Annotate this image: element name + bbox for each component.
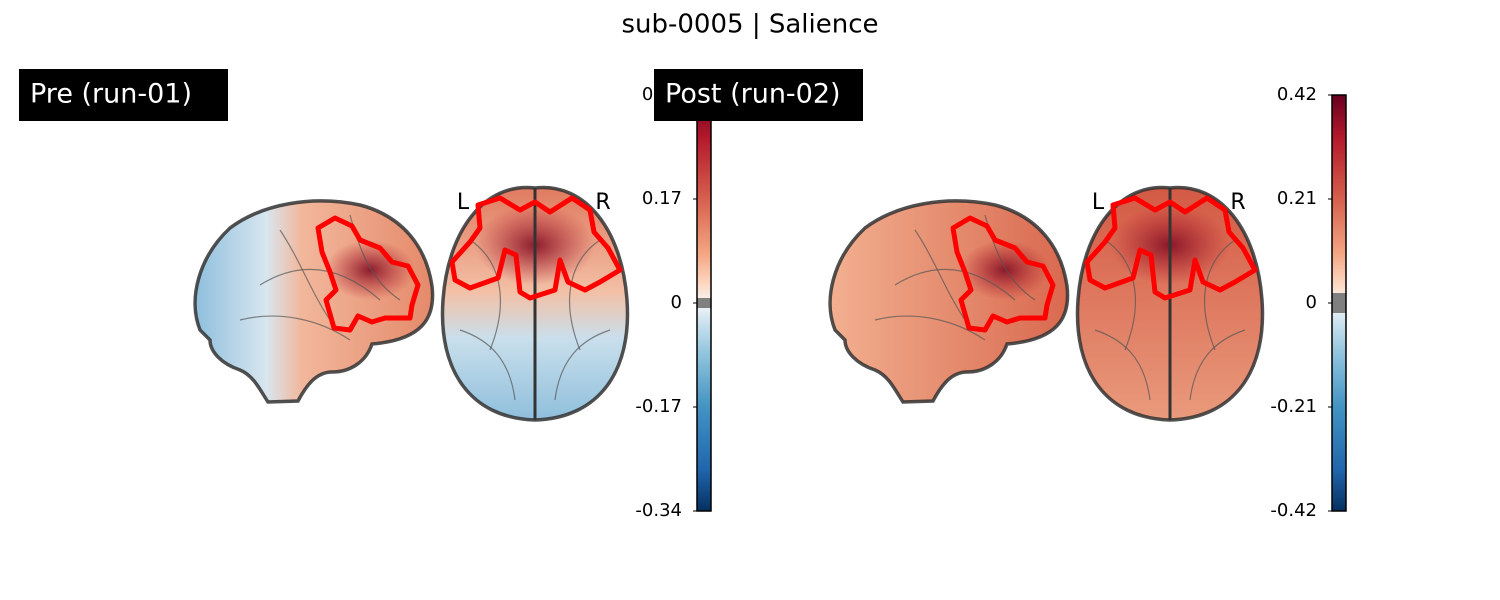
sulcus bbox=[1189, 329, 1246, 401]
colorbar-tick-label: 0.21 bbox=[1277, 188, 1317, 209]
colorbar-tick-label: 0 bbox=[1306, 292, 1317, 313]
sulcus bbox=[259, 268, 381, 301]
panel: Post (run-02) L R 0.42 0.21 0 -0.21 -0.42 bbox=[654, 69, 1347, 521]
sagittal-brain bbox=[828, 199, 1070, 404]
sulcus bbox=[459, 329, 516, 401]
sulcus bbox=[554, 329, 611, 401]
colorbar-tick-label: -0.34 bbox=[635, 500, 682, 521]
threshold-band bbox=[1332, 293, 1346, 313]
sulcus bbox=[1104, 239, 1136, 351]
roi-outline bbox=[315, 215, 421, 333]
hotspot bbox=[325, 240, 415, 300]
panel-label-box bbox=[654, 69, 863, 121]
colorbar-tick-label: 0.42 bbox=[1277, 84, 1317, 105]
orientation-label: L bbox=[1092, 190, 1105, 215]
panel-label: Post (run-02) bbox=[665, 79, 841, 110]
panel-label: Pre (run-01) bbox=[30, 79, 192, 110]
sulcus bbox=[469, 239, 501, 351]
colorbar-tick-label: 0 bbox=[671, 292, 682, 313]
sulcus bbox=[1094, 329, 1151, 401]
roi-outline bbox=[950, 215, 1056, 333]
colorbar-tick-label: 0.17 bbox=[642, 188, 682, 209]
threshold-band bbox=[697, 298, 711, 308]
sulcus bbox=[894, 268, 1016, 301]
sulcus bbox=[874, 315, 986, 341]
hotspot bbox=[960, 240, 1050, 300]
roi-outline bbox=[1084, 195, 1258, 301]
colorbar-tick-label: -0.42 bbox=[1270, 500, 1317, 521]
sagittal-brain bbox=[193, 199, 435, 404]
sulcus bbox=[239, 315, 351, 341]
colorbar-tick-label: -0.17 bbox=[635, 396, 682, 417]
panel-label-box bbox=[19, 69, 228, 121]
sulcus bbox=[279, 229, 331, 321]
sulcus bbox=[914, 229, 966, 321]
orientation-label: L bbox=[457, 190, 470, 215]
colorbar-tick-label: -0.21 bbox=[1270, 396, 1317, 417]
figure-title: sub-0005 | Salience bbox=[621, 10, 878, 40]
orientation-label: R bbox=[595, 190, 610, 215]
orientation-label: R bbox=[1230, 190, 1245, 215]
panel: Pre (run-01)LR0.340.170-0.17-0.34 bbox=[19, 69, 712, 521]
roi-outline bbox=[449, 195, 623, 301]
